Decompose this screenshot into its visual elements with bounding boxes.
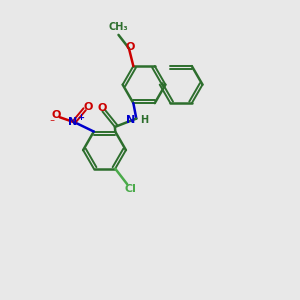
Text: H: H <box>140 115 148 125</box>
Text: O: O <box>125 42 134 52</box>
Text: O: O <box>98 103 107 113</box>
Text: ⁻: ⁻ <box>50 118 55 128</box>
Text: +: + <box>77 113 84 122</box>
Text: N: N <box>68 117 78 127</box>
Text: O: O <box>83 102 93 112</box>
Text: O: O <box>52 110 61 120</box>
Text: CH₃: CH₃ <box>109 22 128 32</box>
Text: N: N <box>126 115 136 125</box>
Text: Cl: Cl <box>124 184 136 194</box>
